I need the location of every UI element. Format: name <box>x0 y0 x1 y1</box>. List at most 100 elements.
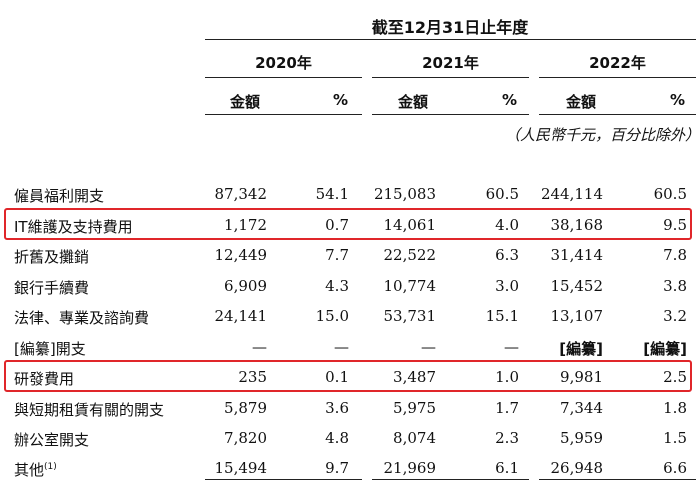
cell-2020-percent: 54.1 <box>315 185 349 203</box>
row-label: 研發費用 <box>14 370 75 388</box>
cell-2022-amount: 13,107 <box>550 307 604 325</box>
cell-2022-percent: 3.8 <box>663 277 687 295</box>
cell-2020-percent: 0.1 <box>325 368 349 386</box>
cell-2020-amount: 87,342 <box>214 185 268 203</box>
col-underline-2022-percent <box>649 114 696 115</box>
cell-2022-amount: 7,344 <box>560 399 603 417</box>
cell-2020-amount: 6,909 <box>224 277 267 295</box>
cell-2022-amount: 26,948 <box>550 459 604 477</box>
cell-2021-amount: 53,731 <box>383 307 437 325</box>
row-label: 其他(1) <box>14 461 57 479</box>
cell-2020-amount: 235 <box>238 368 267 386</box>
year-2021-underline <box>372 77 529 78</box>
table-row: IT維護及支持費用 1,172 0.7 14,061 4.0 38,168 9.5 <box>0 211 700 241</box>
period-heading: 截至12月31日止年度 <box>371 18 529 37</box>
unit-note: （人民幣千元，百分比除外） <box>504 126 700 144</box>
cell-2021-amount: 14,061 <box>383 216 437 234</box>
row-label: 僱員福利開支 <box>14 187 105 205</box>
amount-header-2021: 金額 <box>398 93 429 111</box>
row-label: 辦公室開支 <box>14 431 90 449</box>
highlight-box-rnd <box>4 360 692 392</box>
table-row: 辦公室開支 7,820 4.8 8,074 2.3 5,959 1.5 <box>0 424 700 454</box>
cell-2021-amount: 3,487 <box>393 368 436 386</box>
cell-2020-percent: 9.7 <box>325 459 349 477</box>
cell-2022-percent: 6.6 <box>663 459 687 477</box>
cell-2020-amount: 5,879 <box>224 399 267 417</box>
cell-2020-percent: — <box>334 338 349 356</box>
row-label: IT維護及支持費用 <box>14 218 133 236</box>
col-underline-2020-percent <box>315 114 362 115</box>
percent-header-2020: % <box>333 91 349 109</box>
cell-2022-percent: 9.5 <box>663 216 687 234</box>
year-2022-header: 2022年 <box>589 54 646 72</box>
amount-header-2020: 金額 <box>230 93 261 111</box>
cell-2021-percent: 15.1 <box>485 307 519 325</box>
amount-header-2022: 金額 <box>566 93 597 111</box>
cell-2020-amount: — <box>252 338 267 356</box>
col-underline-2022-amount <box>539 114 669 115</box>
cell-2021-amount: 8,074 <box>393 429 436 447</box>
cell-2020-amount: 1,172 <box>224 216 267 234</box>
cell-2020-percent: 7.7 <box>325 246 349 264</box>
cell-2020-amount: 24,141 <box>214 307 268 325</box>
cell-2022-amount: 15,452 <box>550 277 604 295</box>
table-row: 與短期租賃有關的開支 5,879 3.6 5,975 1.7 7,344 1.8 <box>0 394 700 424</box>
cell-2022-percent: 7.8 <box>663 246 687 264</box>
row-label: 與短期租賃有關的開支 <box>14 401 165 419</box>
cell-2021-amount: 5,975 <box>393 399 436 417</box>
row-label: 法律、專業及諮詢費 <box>14 309 150 327</box>
total-line-2020-amount <box>205 479 335 480</box>
cell-2021-percent: — <box>504 338 519 356</box>
highlight-box-it-maintenance <box>4 208 692 240</box>
table-row: [編纂]開支 — — — — [編纂] [編纂] <box>0 333 700 363</box>
row-label: [編纂]開支 <box>14 340 86 358</box>
col-underline-2021-amount <box>372 114 502 115</box>
cell-2020-percent: 4.3 <box>325 277 349 295</box>
cell-2020-percent: 15.0 <box>315 307 349 325</box>
cell-2021-percent: 60.5 <box>485 185 519 203</box>
cell-2020-percent: 0.7 <box>325 216 349 234</box>
footnote-marker: (1) <box>44 462 57 472</box>
cell-2022-percent: 1.5 <box>663 429 687 447</box>
cell-2021-amount: 22,522 <box>383 246 437 264</box>
cell-2020-amount: 12,449 <box>214 246 268 264</box>
table-row: 研發費用 235 0.1 3,487 1.0 9,981 2.5 <box>0 363 700 393</box>
total-line-2021-amount <box>372 479 502 480</box>
cell-2021-amount: — <box>421 338 436 356</box>
cell-2021-percent: 3.0 <box>495 277 519 295</box>
cell-2021-percent: 6.3 <box>495 246 519 264</box>
cell-2022-percent: 1.8 <box>663 399 687 417</box>
total-line-2022-percent <box>649 479 696 480</box>
total-line-2022-amount <box>539 479 669 480</box>
period-underline <box>205 39 696 40</box>
table-row: 銀行手續費 6,909 4.3 10,774 3.0 15,452 3.8 <box>0 272 700 302</box>
cell-2021-amount: 215,083 <box>373 185 436 203</box>
col-underline-2021-percent <box>482 114 529 115</box>
col-underline-2020-amount <box>205 114 335 115</box>
cell-2020-amount: 15,494 <box>214 459 268 477</box>
cell-2021-percent: 1.0 <box>495 368 519 386</box>
cell-2021-percent: 2.3 <box>495 429 519 447</box>
year-2021-header: 2021年 <box>422 54 479 72</box>
table-row: 僱員福利開支 87,342 54.1 215,083 60.5 244,114 60.5 <box>0 180 700 210</box>
table-row: 折舊及攤銷 12,449 7.7 22,522 6.3 31,414 7.8 <box>0 241 700 271</box>
cell-2022-percent: 60.5 <box>653 185 687 203</box>
row-label: 銀行手續費 <box>14 279 90 297</box>
cell-2021-amount: 21,969 <box>383 459 437 477</box>
cell-2022-amount: [編纂] <box>559 340 603 358</box>
cell-2022-percent: 3.2 <box>663 307 687 325</box>
cell-2022-percent: 2.5 <box>663 368 687 386</box>
total-line-2021-percent <box>482 479 529 480</box>
cell-2022-amount: 5,959 <box>560 429 603 447</box>
cell-2022-percent: [編纂] <box>643 340 687 358</box>
cell-2020-percent: 3.6 <box>325 399 349 417</box>
cell-2022-amount: 244,114 <box>540 185 603 203</box>
cell-2021-percent: 6.1 <box>495 459 519 477</box>
table-row: 其他(1) 15,494 9.7 21,969 6.1 26,948 6.6 <box>0 454 700 484</box>
cell-2021-amount: 10,774 <box>383 277 437 295</box>
cell-2022-amount: 9,981 <box>560 368 603 386</box>
cell-2021-percent: 1.7 <box>495 399 519 417</box>
cell-2020-percent: 4.8 <box>325 429 349 447</box>
year-2022-underline <box>539 77 696 78</box>
table-row: 法律、專業及諮詢費 24,141 15.0 53,731 15.1 13,107 3.2 <box>0 302 700 332</box>
